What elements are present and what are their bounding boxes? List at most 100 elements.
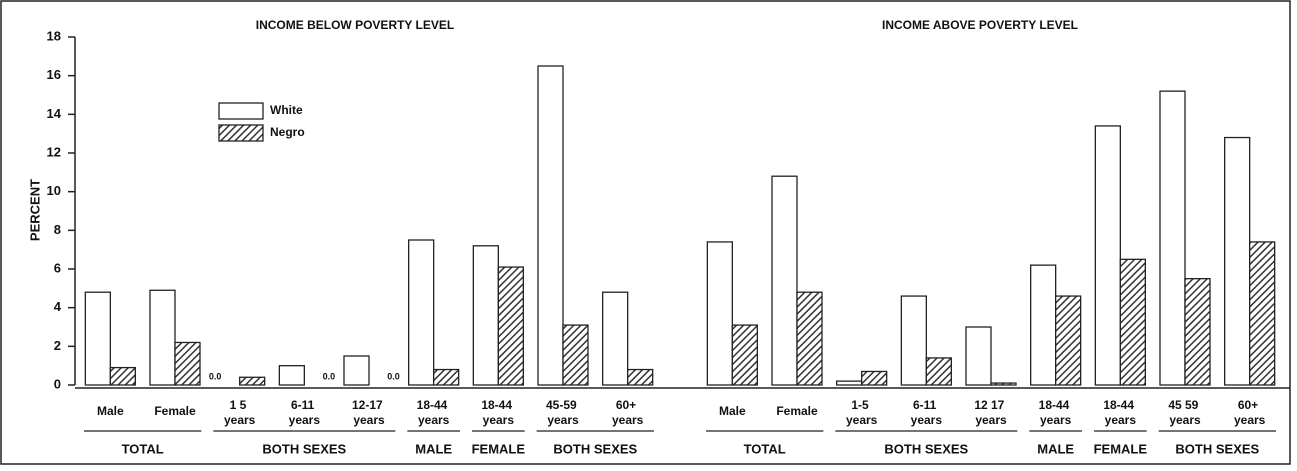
x-tick-label-line: 18-44 [481,398,515,412]
value-label: 0.0 [387,371,400,381]
x-tick-label-line: 18-44 [1039,398,1073,412]
group-label: TOTAL [122,441,164,456]
group-label: TOTAL [744,441,786,456]
x-tick-label-line: 45 59 [1168,398,1201,412]
x-tick-label: Female [776,404,818,418]
bar [1224,136,1251,386]
x-tick-label-line: 45-59 [546,398,580,412]
x-tick-label-line: years [1105,413,1137,427]
x-tick-label: 60+ years [1234,398,1266,427]
x-tick-label-line: 18-44 [1103,398,1137,412]
bar [900,295,927,386]
bar [343,355,370,386]
x-tick-label: 6-11 years [911,398,943,427]
y-tick-label: 12 [47,144,61,159]
bar [627,368,654,386]
x-tick-label: 18-44 years [1039,398,1073,427]
y-tick-label: 16 [47,67,61,82]
group-label: FEMALE [1094,441,1148,456]
x-tick-label-line: years [483,413,515,427]
x-tick-label-line: 1 5 [230,398,250,412]
bar [925,357,952,386]
bar [1094,125,1121,386]
x-tick-label: 60+ years [612,398,644,427]
bar [965,326,992,386]
x-tick-label-line: years [418,413,450,427]
bar [796,291,823,386]
x-tick-label: 45 59 years [1168,398,1201,427]
x-tick-label-line: years [846,413,878,427]
group-label: BOTH SEXES [553,441,637,456]
bar [497,266,524,386]
x-tick-label-line: 18-44 [417,398,451,412]
value-label: 0.0 [209,371,222,381]
x-tick-label: 12-17 years [352,398,386,427]
y-tick-label: 4 [54,299,62,314]
bar [706,241,733,386]
bar [861,370,888,386]
x-tick-label: 45-59 years [546,398,580,427]
bar [149,289,176,386]
x-tick-label: Male [97,404,124,418]
x-tick-label-line: years [224,413,256,427]
group-label: BOTH SEXES [884,441,968,456]
bar [1159,90,1186,386]
legend-label: Negro [270,125,305,139]
bar [990,382,1017,386]
bar [562,324,589,386]
x-tick-label-line: years [612,413,644,427]
x-tick-label-line: years [547,413,579,427]
legend-swatch [218,102,264,120]
group-label: BOTH SEXES [1175,441,1259,456]
x-tick-label: Male [719,404,746,418]
bar [109,366,136,386]
legend-label: White [270,103,303,117]
bar [1119,258,1146,386]
bar [1055,295,1082,386]
panel-title: INCOME ABOVE POVERTY LEVEL [882,18,1078,32]
x-tick-label-line: years [911,413,943,427]
x-tick-label: 1 5 years [224,398,256,427]
group-label: FEMALE [472,441,526,456]
bar [537,65,564,386]
bar [1249,241,1276,386]
bar [1184,278,1211,386]
bar [408,239,435,386]
bar [278,365,305,386]
y-tick-label: 6 [54,260,61,275]
x-tick-label-line: 6-11 [291,398,318,412]
bar [472,245,499,386]
y-tick-label: 18 [47,28,61,43]
x-tick-label: 6-11 years [289,398,321,427]
x-tick-label-line: 60+ [1238,398,1262,412]
y-tick-label: 10 [47,183,61,198]
y-tick-label: 2 [54,338,61,353]
x-tick-label: 18-44 years [1103,398,1137,427]
bar [1030,264,1057,386]
bar [836,380,863,386]
y-tick-label: 14 [47,106,62,121]
bar [433,368,460,386]
group-label: MALE [415,441,452,456]
value-label: 0.0 [323,371,336,381]
group-label: BOTH SEXES [262,441,346,456]
x-tick-label-line: years [289,413,321,427]
y-tick-label: 0 [54,376,61,391]
x-tick-label-line: years [975,413,1007,427]
panel-title: INCOME BELOW POVERTY LEVEL [256,18,454,32]
x-tick-label-line: years [1169,413,1201,427]
legend-swatch [218,124,264,142]
x-tick-label: 1-5 years [846,398,878,427]
bar [174,341,201,386]
x-tick-label: 18-44 years [417,398,451,427]
x-tick-label-line: 6-11 [913,398,940,412]
bar [771,175,798,386]
y-axis-label: PERCENT [27,179,42,241]
x-tick-label: 12 17 years [974,398,1007,427]
x-tick-label-line: years [1040,413,1072,427]
y-tick-label: 8 [54,222,61,237]
x-tick-label: Female [154,404,196,418]
bar [84,291,111,386]
x-tick-label-line: 12 17 [974,398,1007,412]
